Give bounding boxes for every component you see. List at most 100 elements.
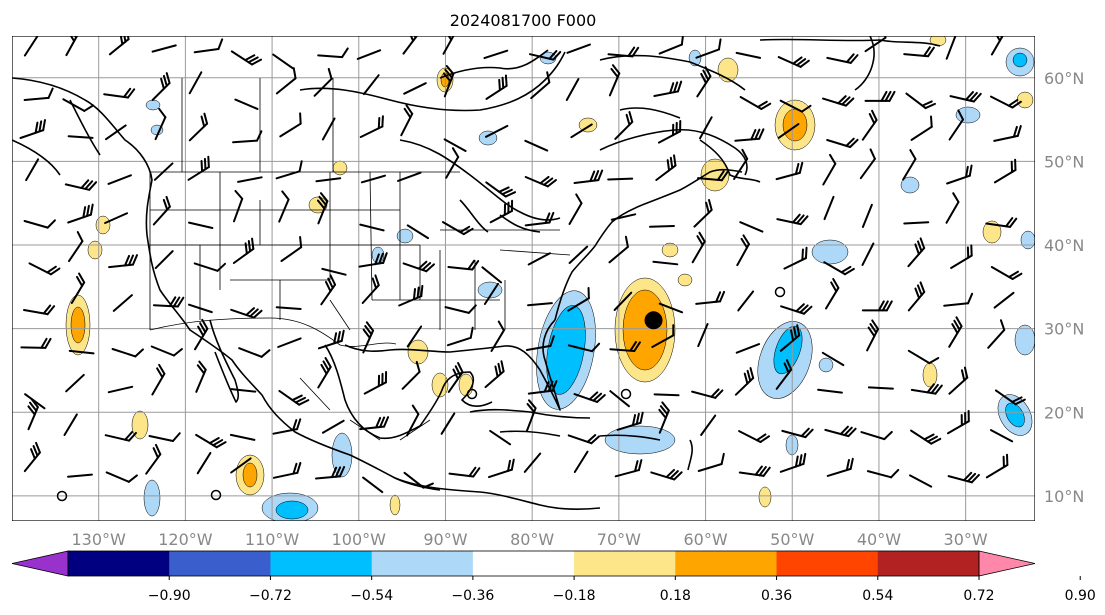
wind-barb — [188, 71, 203, 95]
wind-barb — [993, 291, 1015, 309]
colorbar-segment — [472, 551, 575, 576]
wind-barb — [907, 349, 940, 365]
wind-barb — [104, 212, 129, 224]
wind-barb — [860, 430, 893, 441]
wind-barb — [321, 419, 345, 434]
wind-barb — [64, 179, 98, 191]
wind-barb — [23, 304, 56, 316]
anomaly-contour — [407, 339, 429, 365]
wind-barb — [321, 117, 336, 141]
wind-barb — [151, 44, 177, 53]
wind-barb — [609, 341, 641, 352]
wind-barb — [985, 217, 1018, 228]
lon-label: 80°W — [510, 530, 554, 549]
colorbar-segment — [877, 551, 980, 576]
wind-barb — [363, 371, 388, 395]
wind-barb — [154, 250, 174, 270]
wind-barb — [230, 307, 263, 319]
wind-barb — [485, 74, 508, 100]
wind-barb — [610, 213, 637, 221]
wind-barb — [734, 367, 755, 396]
gridlines — [12, 36, 1035, 521]
wind-barb — [573, 450, 589, 473]
wind-barb — [566, 43, 591, 54]
wind-barb — [23, 441, 41, 473]
wind-barb — [822, 95, 855, 107]
latitude-labels: 60°N 50°N 40°N 30°N 20°N 10°N — [1044, 69, 1084, 506]
colorbar-tick-label: −0.36 — [451, 588, 494, 604]
colorbar: −0.90 −0.72 −0.54 −0.36 −0.18 0.18 0.36 0.54 0.7… — [11, 550, 1096, 604]
wind-barb — [616, 411, 644, 431]
wind-barb — [23, 87, 54, 101]
wind-barb — [777, 56, 810, 68]
wind-barb — [567, 286, 590, 312]
wind-barb — [406, 325, 423, 348]
wind-barb — [229, 433, 256, 441]
wind-barb — [62, 98, 95, 112]
wind-barb — [866, 319, 879, 352]
wind-barb — [230, 388, 257, 393]
wind-barb — [275, 306, 302, 310]
map-title: 2024081700 F000 — [450, 11, 597, 30]
wind-barb — [822, 153, 837, 186]
wind-barb — [24, 393, 46, 410]
wind-barb — [483, 49, 509, 60]
wind-barb — [994, 389, 1026, 406]
wind-barb — [568, 193, 583, 225]
anomaly-contour — [458, 373, 474, 397]
wind-barb — [230, 50, 263, 66]
wind-barb — [232, 130, 263, 144]
wind-barb — [272, 461, 302, 479]
wind-barb — [316, 192, 329, 225]
anomaly-contour — [331, 432, 353, 478]
wind-barb — [108, 254, 139, 269]
wind-barb — [20, 337, 52, 349]
wind-barb — [658, 401, 670, 434]
wind-barb — [278, 190, 290, 223]
wind-barb — [358, 252, 388, 268]
wind-barb — [695, 290, 726, 305]
wind-barb — [607, 177, 634, 181]
wind-barb — [947, 410, 970, 435]
wind-barb — [148, 432, 181, 442]
wind-barb — [653, 393, 680, 397]
wind-barb — [152, 195, 171, 226]
wind-barb — [530, 71, 551, 100]
wind-barb — [946, 164, 973, 185]
wind-barb — [448, 466, 481, 478]
wind-barb — [864, 90, 896, 102]
wind-barb — [442, 221, 474, 236]
wind-barb — [607, 46, 640, 58]
wind-barb — [775, 161, 804, 181]
lat-label: 60°N — [1044, 69, 1084, 88]
wind-barb — [861, 203, 873, 228]
lon-label: 120°W — [158, 530, 213, 549]
wind-barb — [105, 471, 138, 483]
wind-barb — [67, 135, 94, 139]
wind-barb — [993, 125, 1022, 142]
wind-barb — [230, 457, 252, 474]
colorbar-extend-low — [11, 550, 69, 577]
wind-barb — [524, 211, 555, 227]
wind-barb — [527, 380, 558, 395]
wind-barb — [152, 296, 185, 308]
wind-barb — [567, 342, 601, 353]
anomaly-contour — [782, 108, 808, 142]
lat-label: 10°N — [1044, 487, 1084, 506]
lon-label: 110°W — [245, 530, 300, 549]
wind-barb — [866, 468, 900, 479]
colorbar-extend-high — [978, 550, 1036, 577]
wind-barb — [154, 107, 167, 141]
wind-barb — [444, 304, 477, 314]
wind-barb — [779, 99, 812, 113]
lon-label: 50°W — [770, 530, 814, 549]
wind-barb — [234, 98, 259, 110]
wind-barb — [736, 234, 750, 267]
lon-label: 90°W — [423, 530, 467, 549]
colorbar-segment — [675, 551, 778, 576]
wind-barb — [403, 82, 427, 95]
wind-barb — [195, 433, 227, 449]
wind-barb — [524, 139, 549, 152]
wind-barb — [104, 431, 137, 442]
